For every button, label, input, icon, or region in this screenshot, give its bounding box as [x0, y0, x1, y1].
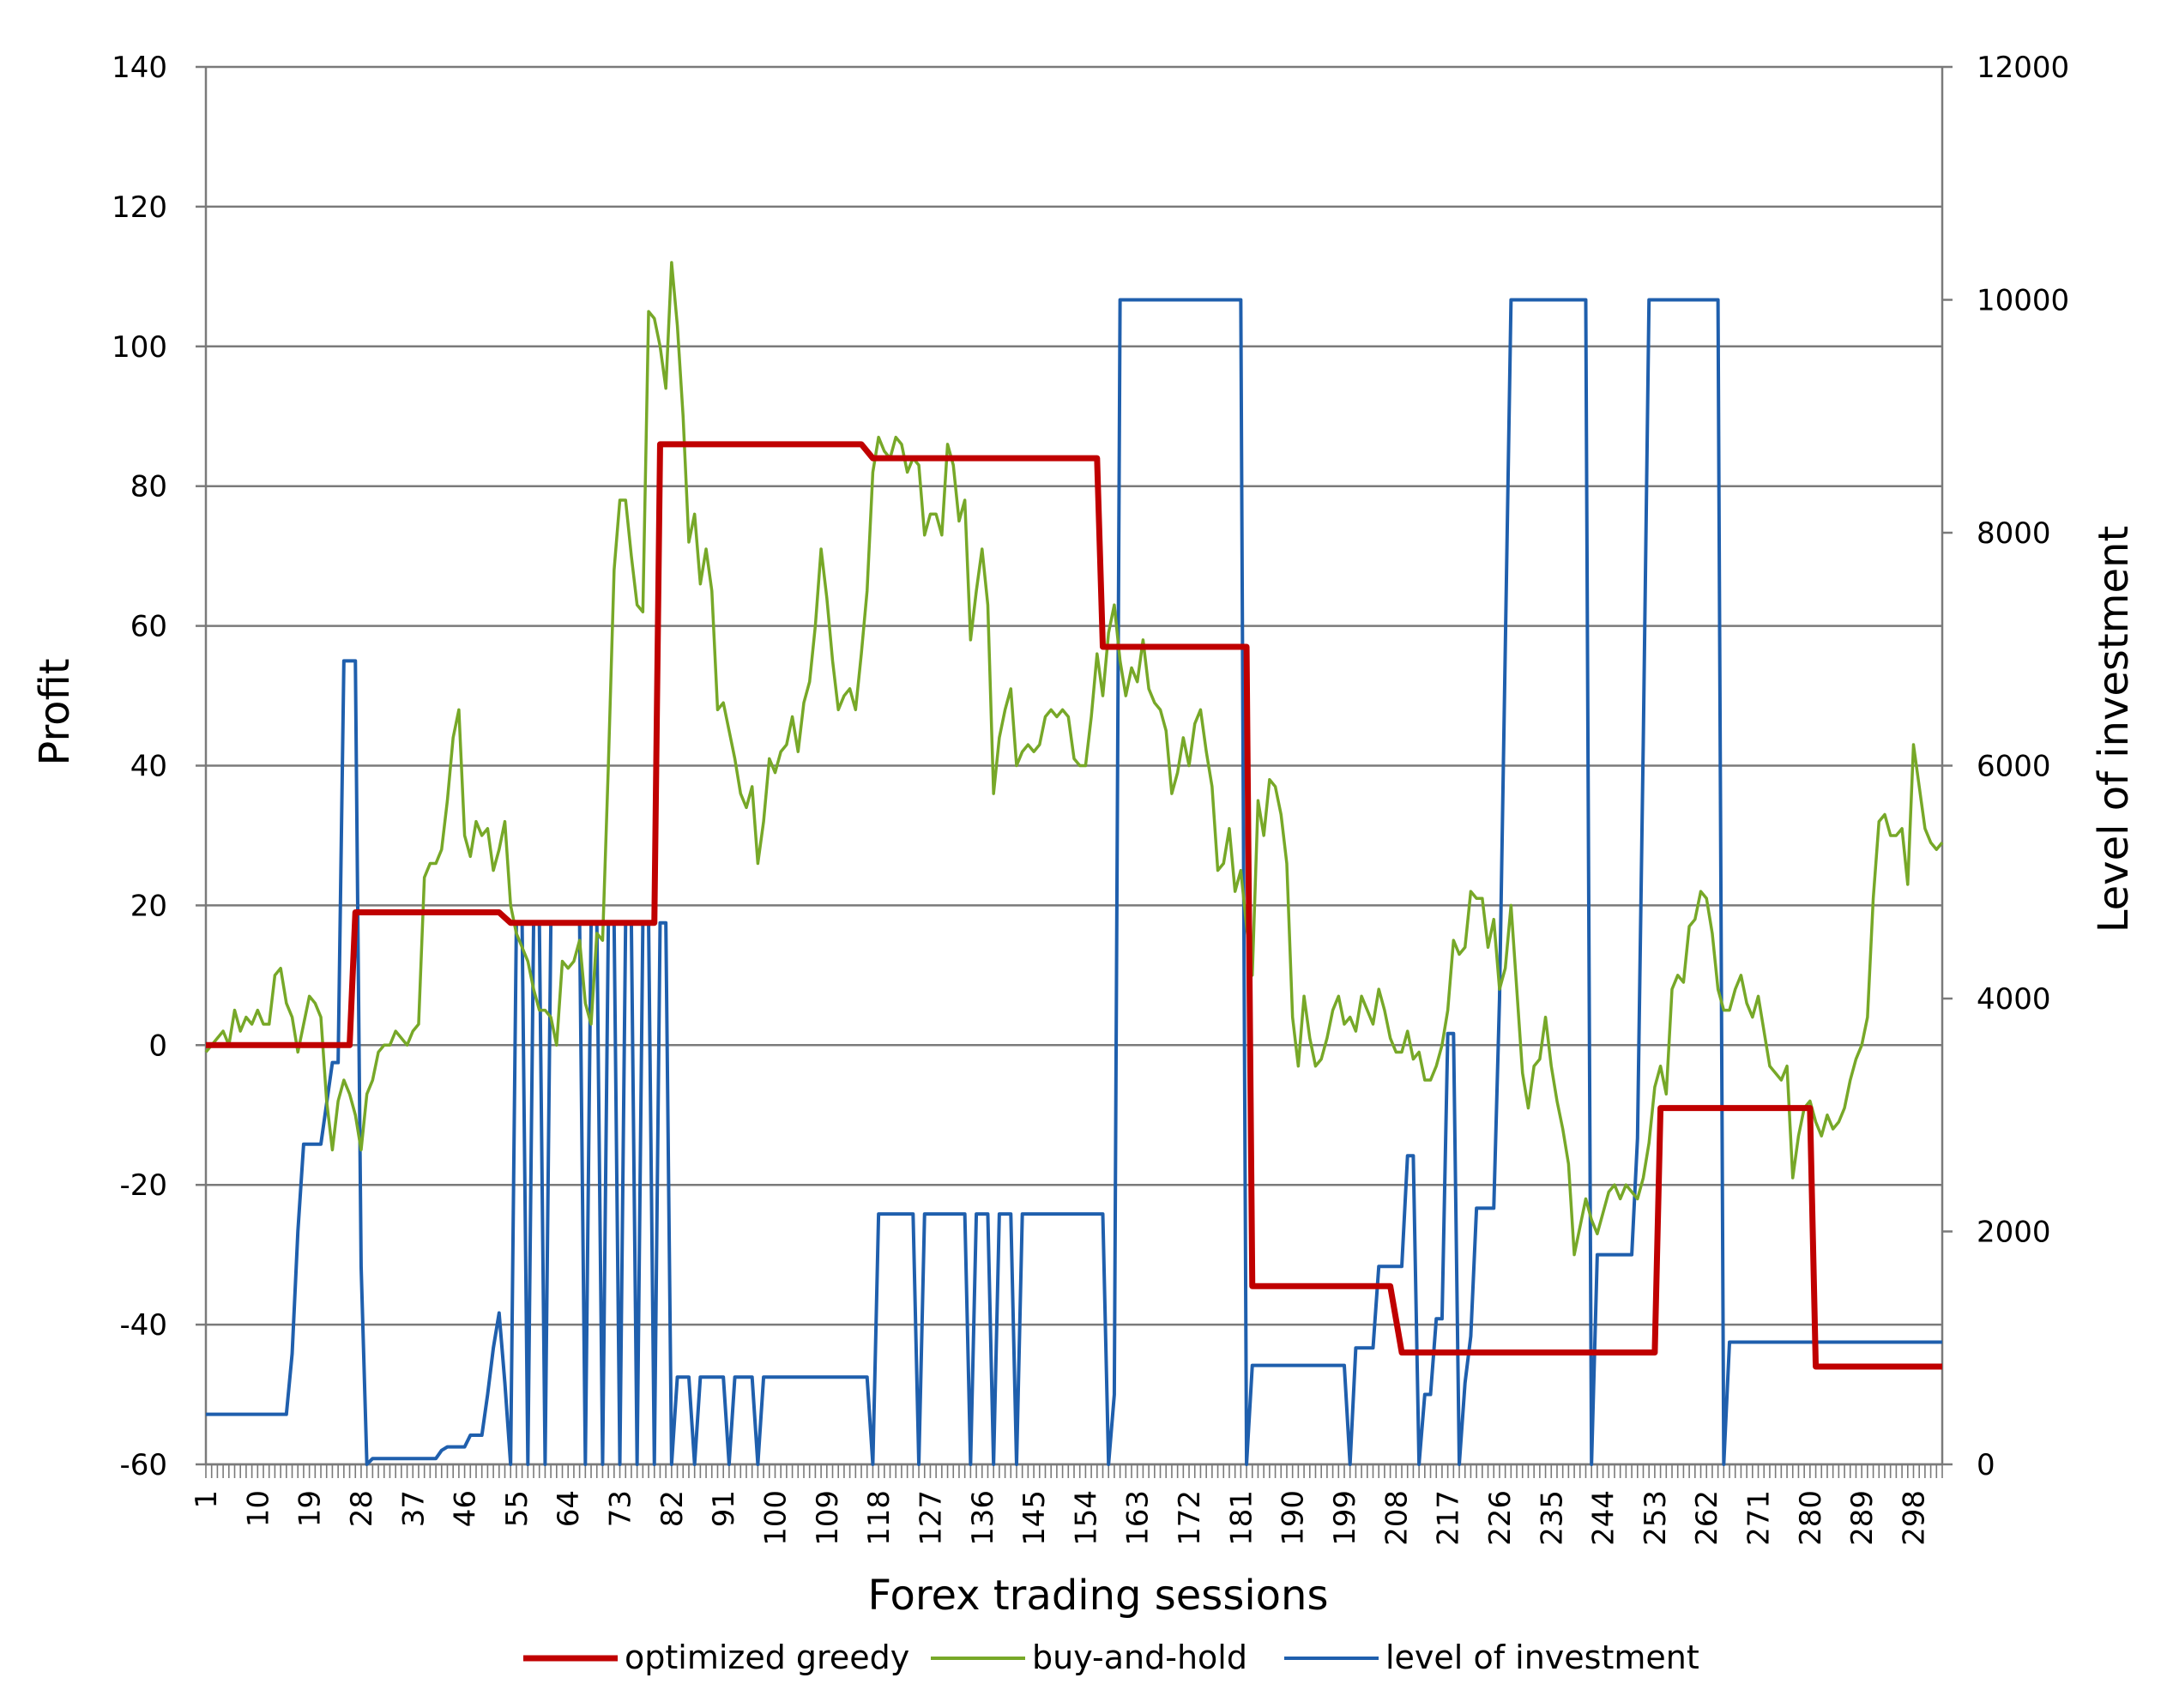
y-tick-label: 60 — [130, 610, 167, 644]
x-tick-label: 217 — [1432, 1490, 1466, 1546]
x-tick-label: 145 — [1017, 1490, 1052, 1546]
x-tick-label: 73 — [604, 1490, 638, 1527]
y2-tick-label: 10000 — [1977, 284, 2069, 318]
x-tick-label: 190 — [1277, 1490, 1311, 1546]
series-line-buy-and-hold — [204, 261, 1944, 1257]
x-minor-ticks — [205, 1464, 1943, 1478]
right-axis-ticks: 0 2000 4000 6000 8000 10000 12000 — [1977, 51, 2069, 1482]
plot-area — [204, 261, 1944, 1466]
x-tick-label: 91 — [707, 1490, 741, 1527]
legend-label-level-of-investment: level of investment — [1385, 1639, 1699, 1676]
x-tick-label: 46 — [449, 1490, 483, 1527]
x-tick-label: 244 — [1587, 1490, 1621, 1546]
gridlines — [206, 65, 1942, 1466]
x-tick-label: 181 — [1224, 1490, 1259, 1546]
y-tick-label: 120 — [112, 190, 167, 225]
x-tick-label: 82 — [655, 1490, 690, 1527]
x-tick-label: 100 — [758, 1490, 793, 1546]
x-tick-label: 298 — [1897, 1490, 1931, 1546]
x-tick-label: 235 — [1535, 1490, 1569, 1546]
x-tick-label: 262 — [1690, 1490, 1724, 1546]
legend-label-optimized-greedy: optimized greedy — [625, 1639, 909, 1676]
series-line-optimized-greedy — [206, 441, 1942, 1370]
x-tick-label: 109 — [811, 1490, 845, 1546]
legend: optimized greedy buy-and-hold level of inv… — [523, 1639, 1699, 1676]
y-tick-label: -60 — [119, 1448, 167, 1482]
x-tick-label: 172 — [1173, 1490, 1207, 1546]
x-tick-label: 28 — [345, 1490, 379, 1527]
y-tick-label: 80 — [130, 470, 167, 504]
y-tick-label: 20 — [130, 889, 167, 923]
x-tick-label: 253 — [1639, 1490, 1673, 1546]
x-tick-label: 37 — [396, 1490, 431, 1527]
x-tick-label: 64 — [552, 1490, 586, 1527]
x-tick-label: 163 — [1121, 1490, 1156, 1546]
x-tick-label: 10 — [241, 1490, 275, 1527]
axes — [196, 65, 1953, 1478]
y-tick-label: -40 — [119, 1308, 167, 1343]
y2-tick-label: 6000 — [1977, 750, 2051, 784]
y-tick-label: -20 — [119, 1168, 167, 1203]
x-tick-label: 226 — [1483, 1490, 1518, 1546]
x-axis-title: Forex trading sessions — [868, 1572, 1329, 1620]
x-tick-label: 55 — [500, 1490, 534, 1527]
x-tick-label: 1 — [190, 1490, 224, 1509]
x-tick-label: 136 — [966, 1490, 1000, 1546]
y-tick-label: 100 — [112, 330, 167, 365]
x-tick-label: 271 — [1742, 1490, 1777, 1546]
y2-tick-label: 8000 — [1977, 516, 2051, 551]
y-tick-label: 0 — [148, 1029, 167, 1063]
x-tick-label: 208 — [1379, 1490, 1414, 1546]
x-tick-label: 289 — [1845, 1490, 1880, 1546]
y2-tick-label: 2000 — [1977, 1216, 2051, 1250]
y2-tick-label: 0 — [1977, 1448, 1995, 1482]
y2-tick-label: 4000 — [1977, 982, 2051, 1017]
legend-label-buy-and-hold: buy-and-hold — [1032, 1639, 1247, 1676]
x-tick-label: 127 — [914, 1490, 948, 1546]
series-line-level-of-investment — [206, 298, 1942, 1466]
x-tick-label: 154 — [1069, 1490, 1103, 1546]
y2-axis-title: Level of investment — [2090, 526, 2138, 933]
y-tick-label: 140 — [112, 51, 167, 85]
x-tick-label: 118 — [862, 1490, 896, 1546]
left-axis-ticks: -60 -40 -20 0 20 40 60 80 100 120 140 — [112, 51, 167, 1482]
x-tick-label: 280 — [1794, 1490, 1828, 1546]
x-axis-ticks: 1 10 19 28 37 46 55 64 73 82 91 100 109 118 127 136 145 1… — [190, 1490, 1931, 1546]
x-tick-label: 199 — [1328, 1490, 1362, 1546]
y-axis-title: Profit — [31, 658, 79, 765]
y-tick-label: 40 — [130, 750, 167, 784]
y2-tick-label: 12000 — [1977, 51, 2069, 85]
x-tick-label: 19 — [293, 1490, 328, 1527]
